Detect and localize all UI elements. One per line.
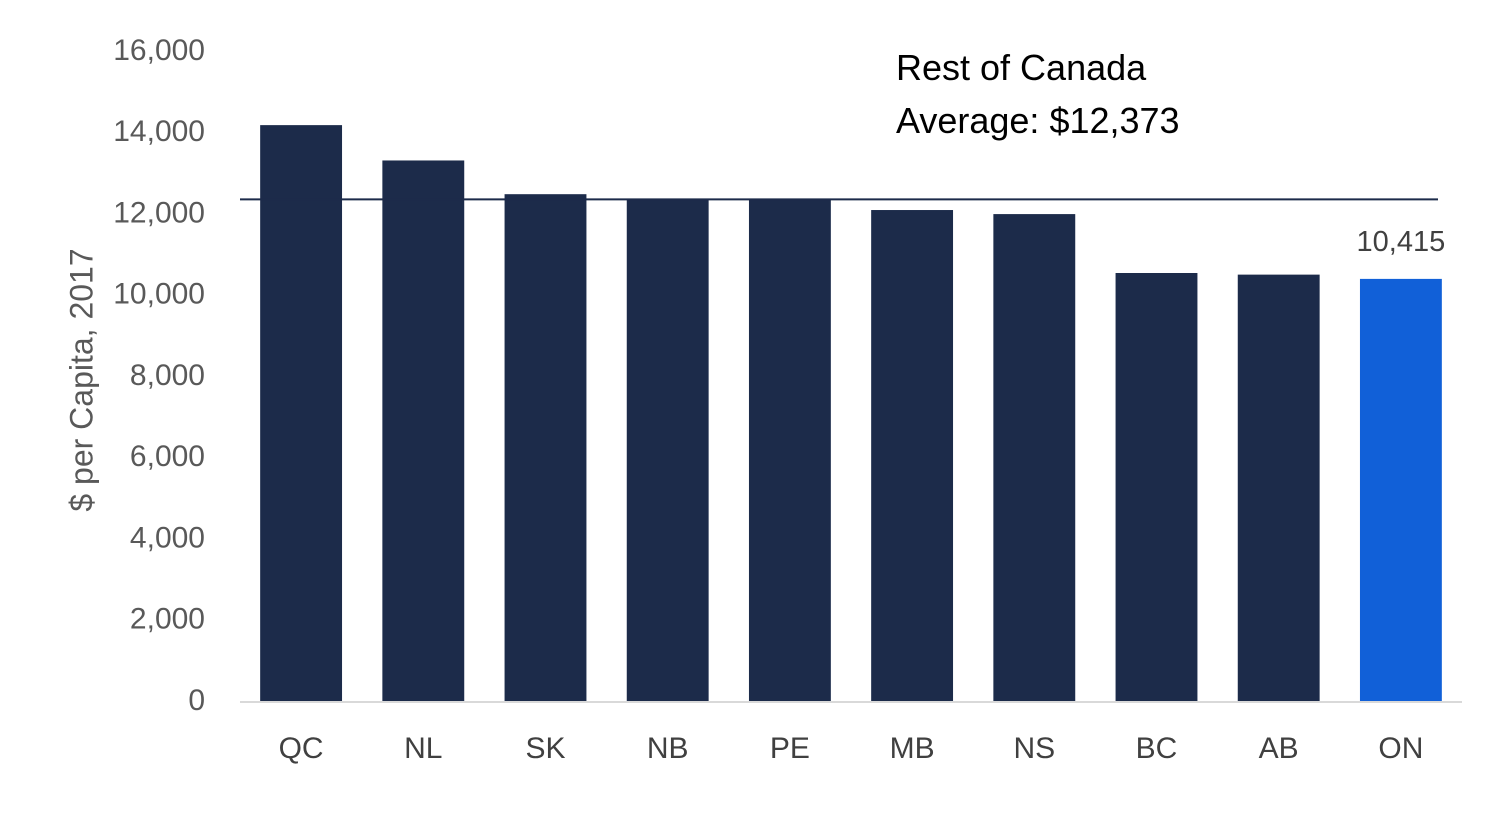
bar-sk	[504, 194, 587, 702]
y-tick-label: 2,000	[130, 603, 205, 636]
x-tick-label: PE	[770, 732, 810, 765]
x-axis-labels: QC NL SK NB PE MB NS BC AB ON	[279, 732, 1424, 765]
x-tick-label: QC	[279, 732, 324, 765]
bar-ab	[1237, 274, 1320, 702]
y-axis-title: $ per Capita, 2017	[63, 248, 99, 511]
reference-label-line1: Rest of Canada	[896, 47, 1147, 88]
x-tick-label: NB	[647, 732, 689, 765]
bar-nb	[626, 198, 709, 702]
y-tick-label: 16,000	[113, 34, 205, 67]
bar-pe	[748, 198, 831, 702]
y-tick-label: 10,000	[113, 278, 205, 311]
x-tick-label: SK	[525, 732, 565, 765]
bar-qc	[260, 125, 343, 702]
y-tick-label: 14,000	[113, 115, 205, 148]
x-tick-label: NL	[404, 732, 442, 765]
x-tick-label: AB	[1259, 732, 1299, 765]
x-tick-label: ON	[1378, 732, 1423, 765]
x-tick-label: NS	[1013, 732, 1055, 765]
x-tick-label: MB	[890, 732, 935, 765]
bar-nl	[382, 160, 465, 702]
y-tick-label: 4,000	[130, 521, 205, 554]
bar-mb	[871, 210, 954, 702]
bars	[260, 125, 1442, 702]
y-tick-label: 12,000	[113, 196, 205, 229]
y-tick-label: 6,000	[130, 440, 205, 473]
bar-on	[1359, 278, 1442, 702]
bar-ns	[993, 214, 1076, 702]
x-tick-label: BC	[1136, 732, 1178, 765]
reference-label-line2: Average: $12,373	[896, 100, 1180, 141]
y-axis-ticks: 0 2,000 4,000 6,000 8,000 10,000 12,000 14,000 1…	[113, 34, 205, 717]
data-label-on: 10,415	[1357, 226, 1446, 258]
y-tick-label: 0	[188, 684, 205, 717]
bar-bc	[1115, 273, 1198, 702]
y-tick-label: 8,000	[130, 359, 205, 392]
